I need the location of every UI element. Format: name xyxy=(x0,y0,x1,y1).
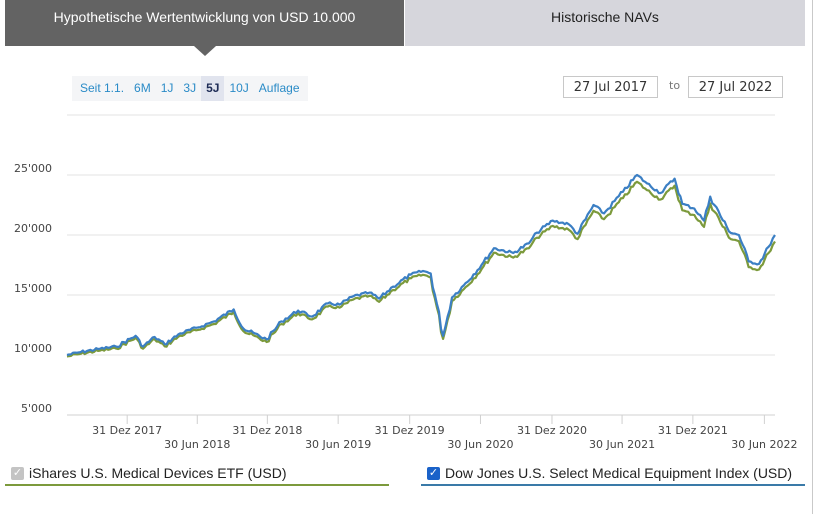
tab-label: Historische NAVs xyxy=(551,9,659,25)
legend-label-index: Dow Jones U.S. Select Medical Equipment … xyxy=(445,465,793,481)
index-series-line xyxy=(66,173,776,357)
etf-series-line xyxy=(66,180,776,358)
range-10y[interactable]: 10J xyxy=(229,81,249,95)
date-from-input[interactable]: 27 Jul 2017 xyxy=(563,76,658,98)
svg-text:30 Jun 2019: 30 Jun 2019 xyxy=(305,438,371,451)
tab-hypothetical-growth[interactable]: Hypothetische Wertentwicklung von USD 10… xyxy=(5,0,404,56)
svg-text:5'000: 5'000 xyxy=(21,402,52,415)
svg-text:31 Dez 2021: 31 Dez 2021 xyxy=(658,424,728,437)
svg-text:30 Jun 2021: 30 Jun 2021 xyxy=(589,438,655,451)
svg-text:30 Jun 2020: 30 Jun 2020 xyxy=(447,438,513,451)
svg-text:30 Jun 2022: 30 Jun 2022 xyxy=(731,438,797,451)
active-tab-pointer-icon xyxy=(194,46,216,56)
page-right-border xyxy=(812,0,813,514)
range-selector: Seit 1.1. 6M 1J 3J 5J 10J Auflage xyxy=(72,76,308,101)
range-since-inception[interactable]: Auflage xyxy=(258,81,300,95)
legend-item-index[interactable]: ✓ Dow Jones U.S. Select Medical Equipmen… xyxy=(421,462,805,486)
performance-chart: 5'000 10'000 15'000 20'000 25'000 31 Dez 201… xyxy=(14,114,797,451)
svg-text:31 Dez 2019: 31 Dez 2019 xyxy=(375,424,445,437)
range-5y[interactable]: 5J xyxy=(201,76,225,101)
y-axis-labels: 5'000 10'000 15'000 20'000 25'000 xyxy=(14,162,52,415)
svg-text:25'000: 25'000 xyxy=(14,162,52,175)
tab-bar: Hypothetische Wertentwicklung von USD 10… xyxy=(5,0,805,56)
svg-text:10'000: 10'000 xyxy=(14,342,52,355)
legend-label-etf: iShares U.S. Medical Devices ETF (USD) xyxy=(29,465,287,481)
date-to-input[interactable]: 27 Jul 2022 xyxy=(688,76,783,98)
svg-text:31 Dez 2018: 31 Dez 2018 xyxy=(232,424,302,437)
range-6m[interactable]: 6M xyxy=(134,81,151,95)
svg-text:15'000: 15'000 xyxy=(14,282,52,295)
date-range-separator: to xyxy=(669,79,681,92)
range-1y[interactable]: 1J xyxy=(160,81,174,95)
chart-gridlines xyxy=(67,114,775,356)
checkbox-checked-disabled-icon[interactable]: ✓ xyxy=(11,466,24,480)
svg-text:20'000: 20'000 xyxy=(14,222,52,235)
svg-text:31 Dez 2017: 31 Dez 2017 xyxy=(92,424,162,437)
tab-label: Hypothetische Wertentwicklung von USD 10… xyxy=(53,9,356,25)
legend-item-etf[interactable]: ✓ iShares U.S. Medical Devices ETF (USD) xyxy=(5,462,389,486)
svg-text:31 Dez 2020: 31 Dez 2020 xyxy=(517,424,587,437)
tab-historical-navs[interactable]: Historische NAVs xyxy=(405,0,805,46)
svg-text:30 Jun 2018: 30 Jun 2018 xyxy=(164,438,230,451)
checkbox-checked-icon[interactable]: ✓ xyxy=(427,466,440,480)
range-ytd[interactable]: Seit 1.1. xyxy=(80,81,125,95)
range-3y[interactable]: 3J xyxy=(183,81,197,95)
